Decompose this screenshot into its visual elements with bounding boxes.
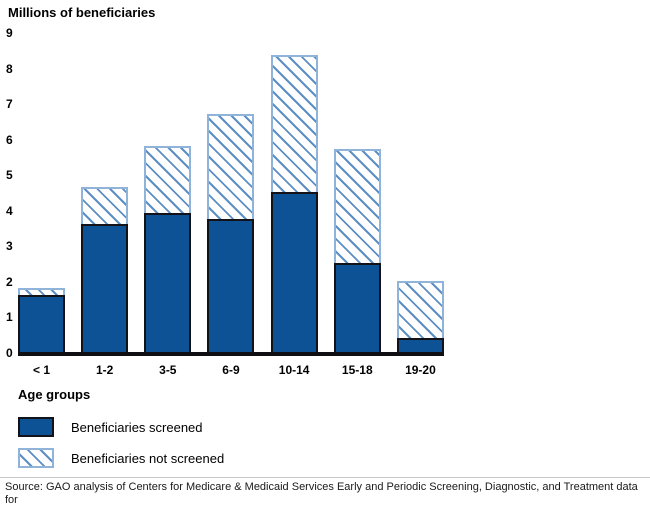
y-tick-label: 1 bbox=[6, 310, 13, 325]
bar-segment-not-screened bbox=[333, 149, 381, 264]
y-tick-label: 9 bbox=[6, 26, 13, 40]
bar-segment-not-screened bbox=[18, 288, 65, 296]
bar-segment-screened bbox=[207, 218, 255, 352]
bar-segment-not-screened bbox=[396, 280, 444, 338]
bar-segment-not-screened bbox=[81, 186, 129, 224]
bar-segment-screened bbox=[81, 224, 129, 352]
x-axis-title: Age groups bbox=[18, 387, 91, 402]
source-line-1: Source: GAO analysis of Centers for Medi… bbox=[5, 481, 638, 506]
bar-segment-screened bbox=[18, 295, 65, 352]
x-tick-label: 1-2 bbox=[95, 363, 114, 377]
bar-group bbox=[81, 186, 129, 352]
y-tick-label: 8 bbox=[6, 61, 13, 76]
bar-group bbox=[270, 55, 318, 352]
x-tick-label: 6-9 bbox=[222, 363, 240, 377]
y-tick-label: 6 bbox=[6, 132, 13, 147]
y-tick-label: 7 bbox=[6, 97, 13, 112]
y-axis-title: Millions of beneficiaries bbox=[8, 5, 156, 20]
legend-label-not-screened: Beneficiaries not screened bbox=[71, 450, 225, 466]
bar-group bbox=[207, 113, 255, 352]
x-tick-label: 10-14 bbox=[278, 363, 310, 377]
legend-item-screened: Beneficiaries screened bbox=[18, 416, 224, 438]
x-tick-label: 19-20 bbox=[405, 363, 436, 377]
bar-group bbox=[144, 145, 192, 352]
bar-segment-not-screened bbox=[270, 55, 318, 192]
bar-segment-screened bbox=[144, 213, 192, 352]
bar-group bbox=[18, 288, 65, 352]
x-axis-tick-labels: < 1 1-2 3-5 6-9 10-14 15-18 19-20 bbox=[18, 363, 444, 377]
not-screened-swatch-icon bbox=[18, 448, 54, 468]
bar-segment-screened bbox=[270, 192, 318, 352]
source-divider bbox=[0, 477, 650, 478]
x-tick-label: 15-18 bbox=[341, 363, 373, 377]
y-tick-label: 4 bbox=[6, 203, 13, 218]
bar-segment-not-screened bbox=[144, 145, 192, 214]
legend: Beneficiaries screened Beneficiaries not… bbox=[18, 416, 224, 478]
bar-group bbox=[333, 149, 381, 352]
bar-segment-screened bbox=[333, 263, 381, 352]
y-tick-label: 2 bbox=[6, 274, 13, 289]
legend-label-screened: Beneficiaries screened bbox=[71, 419, 203, 435]
y-tick-label: 3 bbox=[6, 239, 13, 254]
legend-item-not-screened: Beneficiaries not screened bbox=[18, 447, 224, 469]
bar-segment-screened bbox=[396, 337, 444, 352]
x-tick-label: < 1 bbox=[32, 363, 50, 377]
x-axis-line bbox=[18, 352, 444, 356]
y-tick-label: 0 bbox=[6, 346, 13, 360]
bar-group bbox=[396, 280, 444, 352]
y-tick-label: 5 bbox=[6, 168, 13, 183]
screened-swatch-icon bbox=[18, 417, 54, 437]
x-tick-label: 3-5 bbox=[159, 363, 177, 377]
bar-segment-not-screened bbox=[207, 113, 255, 219]
source-note: Source: GAO analysis of Centers for Medi… bbox=[5, 481, 647, 507]
plot-area bbox=[18, 32, 444, 352]
